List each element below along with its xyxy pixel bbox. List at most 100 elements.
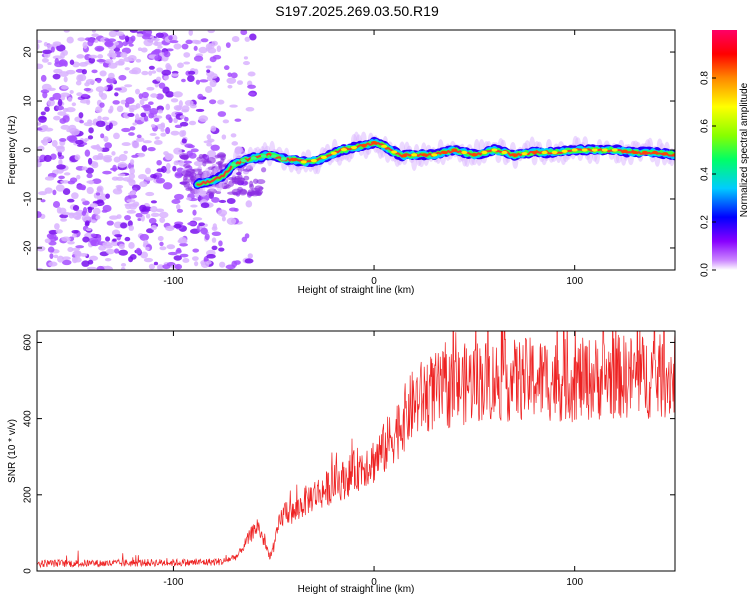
ridge-bead [481,150,488,155]
noise-blob [81,69,87,75]
noise-blob [135,113,140,121]
noise-blob [244,258,254,264]
noise-blob [56,44,66,52]
noise-blob [157,109,164,114]
noise-blob [212,223,217,230]
noise-blob [173,160,179,166]
noise-blob [173,255,182,261]
snr-line [37,331,675,569]
ridge-bead [421,153,428,157]
noise-blob [103,135,109,143]
noise-blob [157,235,164,242]
noise-blob [145,191,155,197]
noise-blob [227,84,233,89]
noise-blob [209,79,217,88]
noise-blob [146,228,154,234]
noise-blob [49,253,54,259]
ridge-bead [571,148,578,152]
noise-blob [195,79,201,85]
noise-blob [90,233,97,238]
noise-blob [231,141,239,146]
noise-blob [95,86,105,93]
noise-blob [37,127,43,131]
noise-blob [157,45,163,49]
noise-blob [217,99,225,105]
noise-blob [40,89,50,94]
noise-blob [185,39,193,45]
noise-blob [192,248,200,253]
noise-blob [190,148,199,153]
ridge-bead [551,150,558,155]
noise-blob [63,30,70,33]
noise-blob [76,174,81,180]
noise-blob [193,45,198,51]
noise-blob [211,245,218,251]
noise-blob [181,170,192,177]
noise-blob [151,49,161,55]
noise-blob [183,156,188,161]
noise-blob [60,124,71,130]
noise-blob [161,69,172,76]
noise-blob [148,217,157,224]
noise-blob [67,240,75,245]
noise-blob [86,180,95,184]
noise-blob [57,255,64,263]
ridge-bead [431,153,438,157]
noise-blob [81,214,91,222]
noise-blob [67,180,76,185]
noise-blob [231,36,240,43]
noise-blob [249,33,257,41]
noise-blob [118,249,128,256]
noise-blob [100,147,110,152]
noise-blob [86,173,93,179]
noise-blob [91,162,99,169]
noise-blob [127,55,137,62]
noise-blob [181,129,187,137]
noise-blob [207,150,217,158]
noise-blob [150,205,158,213]
noise-blob [41,58,49,63]
noise-blob [218,199,227,204]
noise-blob [196,156,206,162]
noise-blob [55,229,63,234]
noise-blob [38,191,48,196]
noise-blob [54,236,59,241]
noise-blob [145,213,151,219]
noise-blob [109,105,114,113]
noise-blob [231,177,239,182]
noise-blob [88,127,94,134]
noise-blob [143,39,154,47]
snr-x-ticks: -100 0 100 [163,331,583,588]
noise-blob [247,92,256,96]
noise-blob [183,163,191,169]
noise-blob [86,266,97,270]
noise-blob [120,262,127,267]
noise-blob [85,220,90,226]
noise-blob [58,175,65,180]
noise-blob [244,233,250,239]
noise-blob [102,204,112,213]
noise-blob [47,246,55,253]
noise-blob [107,38,117,42]
noise-blob [205,191,215,196]
noise-blob [226,77,237,84]
noise-blob [124,35,130,43]
noise-blob [231,188,242,196]
noise-blob [108,122,113,130]
noise-blob [155,177,166,184]
noise-blob [205,260,212,265]
noise-blob [156,160,162,166]
noise-blob [170,98,179,103]
noise-blob [159,241,164,247]
noise-blob [89,203,98,208]
noise-blob [88,255,99,261]
noise-blob [72,204,80,211]
noise-blob [82,200,90,206]
x-tick-label: 0 [371,276,377,287]
noise-blob [60,85,69,90]
noise-blob [165,91,175,98]
noise-blob [129,167,135,175]
noise-blob [83,87,91,92]
noise-blob [174,124,183,129]
noise-blob [105,193,110,199]
